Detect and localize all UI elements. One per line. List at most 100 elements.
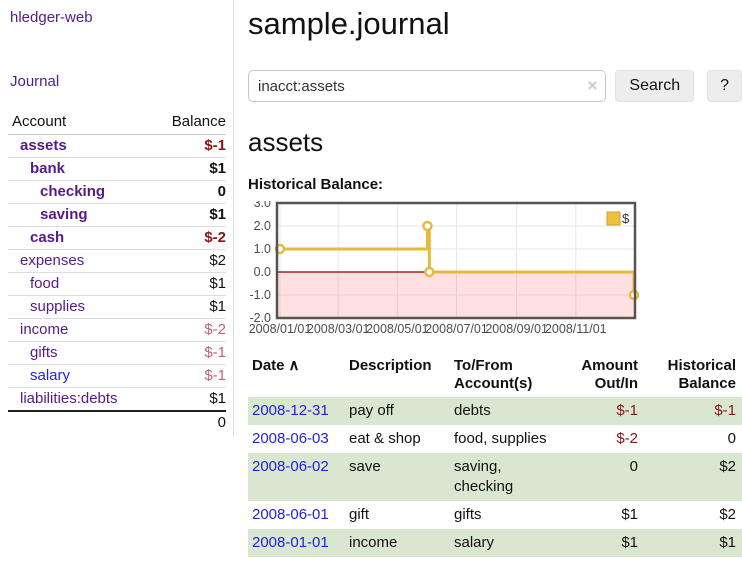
sidebar: hledger-web Journal Account Balance asse… — [0, 0, 234, 436]
account-row: cash $-2 — [8, 226, 226, 250]
transaction-accounts: food, supplies — [454, 430, 547, 447]
transaction-accounts: gifts — [454, 506, 482, 523]
transaction-date-link[interactable]: 2008-06-02 — [252, 458, 329, 475]
transaction-date-link[interactable]: 2008-06-01 — [252, 506, 329, 523]
account-link[interactable]: assets — [20, 137, 67, 154]
svg-text:1.0: 1.0 — [254, 242, 271, 256]
transaction-accounts: saving, checking — [454, 458, 514, 495]
register-header-row: Date ∧ Description To/From Account(s) Amount O… — [248, 355, 742, 397]
account-balance: $-2 — [153, 318, 226, 342]
account-cell: cash — [8, 226, 154, 250]
transaction-accounts: debts — [454, 402, 491, 419]
account-cell: saving — [8, 203, 154, 227]
header-line: Description — [349, 357, 432, 374]
account-link[interactable]: checking — [40, 183, 106, 200]
account-cell: food — [8, 272, 154, 296]
transaction-description: pay off — [349, 402, 394, 419]
account-cell: income — [8, 318, 154, 342]
transaction-date-cell: 2008-06-02 — [248, 453, 345, 501]
register-column-header: Amount Out/In — [556, 355, 642, 397]
transaction-description: gift — [349, 506, 370, 523]
transaction-amount: $1 — [621, 534, 638, 551]
header-line: Historical — [667, 357, 736, 374]
account-cell: salary — [8, 364, 154, 388]
transaction-balance: $2 — [719, 506, 736, 523]
app-title-link[interactable]: hledger-web — [10, 9, 93, 26]
account-link[interactable]: expenses — [20, 252, 85, 269]
account-row: food $1 — [8, 272, 226, 296]
accounts-header-row: Account Balance — [8, 111, 226, 135]
transaction-balance: $-1 — [714, 402, 736, 419]
transaction-date-link[interactable]: 2008-01-01 — [252, 534, 329, 551]
account-link[interactable]: income — [20, 321, 69, 338]
account-link[interactable]: cash — [30, 229, 65, 246]
account-balance: $1 — [153, 272, 226, 296]
account-link[interactable]: bank — [30, 160, 66, 177]
accounts-total-spacer — [8, 410, 154, 434]
transaction-amount: $-2 — [616, 430, 638, 447]
help-button[interactable]: ? — [707, 70, 742, 102]
account-cell: supplies — [8, 295, 154, 319]
transaction-row: 2008-06-03 eat & shop food, supplies $-2 0 — [248, 425, 742, 453]
transaction-row: 2008-06-02 save saving, checking 0 $2 — [248, 453, 742, 501]
account-row: liabilities:debts $1 — [8, 388, 226, 412]
transaction-accounts: salary — [454, 534, 495, 551]
main-panel: sample.journal × Search ? assets Histori… — [248, 0, 742, 557]
register-table: Date ∧ Description To/From Account(s) Amount O… — [248, 355, 742, 557]
sort-asc-icon[interactable]: ∧ — [288, 357, 300, 374]
account-row: gifts $-1 — [8, 341, 226, 365]
accounts-table: Account Balance assets $-1 bank $1 checking 0… — [8, 111, 226, 434]
account-balance: $1 — [209, 390, 226, 407]
transaction-date-cell: 2008-01-01 — [248, 529, 345, 557]
svg-text:2.0: 2.0 — [254, 219, 271, 233]
account-row: checking 0 — [8, 180, 226, 204]
account-row: expenses $2 — [8, 249, 226, 273]
account-cell: gifts — [8, 341, 154, 365]
svg-text:3.0: 3.0 — [254, 201, 271, 210]
search-bar: × Search ? — [248, 70, 742, 102]
search-input[interactable] — [248, 70, 607, 102]
account-row: bank $1 — [8, 157, 226, 181]
account-balance: 0 — [153, 180, 226, 204]
account-balance: $1 — [153, 203, 226, 227]
svg-text:2008/01/01: 2008/01/01 — [249, 322, 312, 336]
clear-search-icon[interactable]: × — [587, 76, 598, 95]
header-line: Date ∧ — [252, 357, 300, 374]
register-column-header[interactable]: Date ∧ — [248, 355, 345, 397]
transaction-amount: $1 — [621, 506, 638, 523]
account-row: salary $-1 — [8, 364, 226, 388]
account-cell: assets — [8, 134, 154, 158]
transaction-row: 2008-06-01 gift gifts $1 $2 — [248, 501, 742, 529]
account-balance: $1 — [153, 157, 226, 181]
account-link[interactable]: gifts — [30, 344, 58, 361]
search-button[interactable]: Search — [615, 70, 695, 102]
svg-text:2008/09/01: 2008/09/01 — [485, 322, 548, 336]
transaction-balance: $2 — [719, 458, 736, 475]
header-line: To/From — [454, 357, 513, 374]
header-line: Account(s) — [454, 375, 533, 392]
transaction-date-link[interactable]: 2008-12-31 — [252, 402, 329, 419]
account-row: income $-2 — [8, 318, 226, 342]
register-column-header: To/From Account(s) — [450, 355, 556, 397]
sidebar-item-journal[interactable]: Journal — [10, 73, 60, 90]
svg-text:2008/03/01: 2008/03/01 — [307, 322, 370, 336]
transaction-row: 2008-12-31 pay off debts $-1 $-1 — [248, 397, 742, 425]
account-link[interactable]: liabilities:debts — [20, 390, 118, 407]
transaction-date-link[interactable]: 2008-06-03 — [252, 430, 329, 447]
account-row: assets $-1 — [8, 134, 226, 158]
account-link[interactable]: salary — [30, 367, 71, 384]
transaction-row: 2008-01-01 income salary $1 $1 — [248, 529, 742, 557]
account-cell: liabilities:debts — [8, 388, 154, 412]
header-line: Amount — [581, 357, 638, 374]
transaction-amount: 0 — [629, 458, 638, 475]
account-link[interactable]: saving — [40, 206, 88, 223]
account-balance: $-1 — [153, 364, 226, 388]
account-balance: $-2 — [153, 226, 226, 250]
account-link[interactable]: food — [30, 275, 60, 292]
account-link[interactable]: supplies — [30, 298, 86, 315]
transaction-description: eat & shop — [349, 430, 421, 447]
svg-text:2008/07/01: 2008/07/01 — [425, 322, 488, 336]
page-title: sample.journal — [248, 6, 450, 41]
svg-text:-1.0: -1.0 — [249, 288, 271, 302]
